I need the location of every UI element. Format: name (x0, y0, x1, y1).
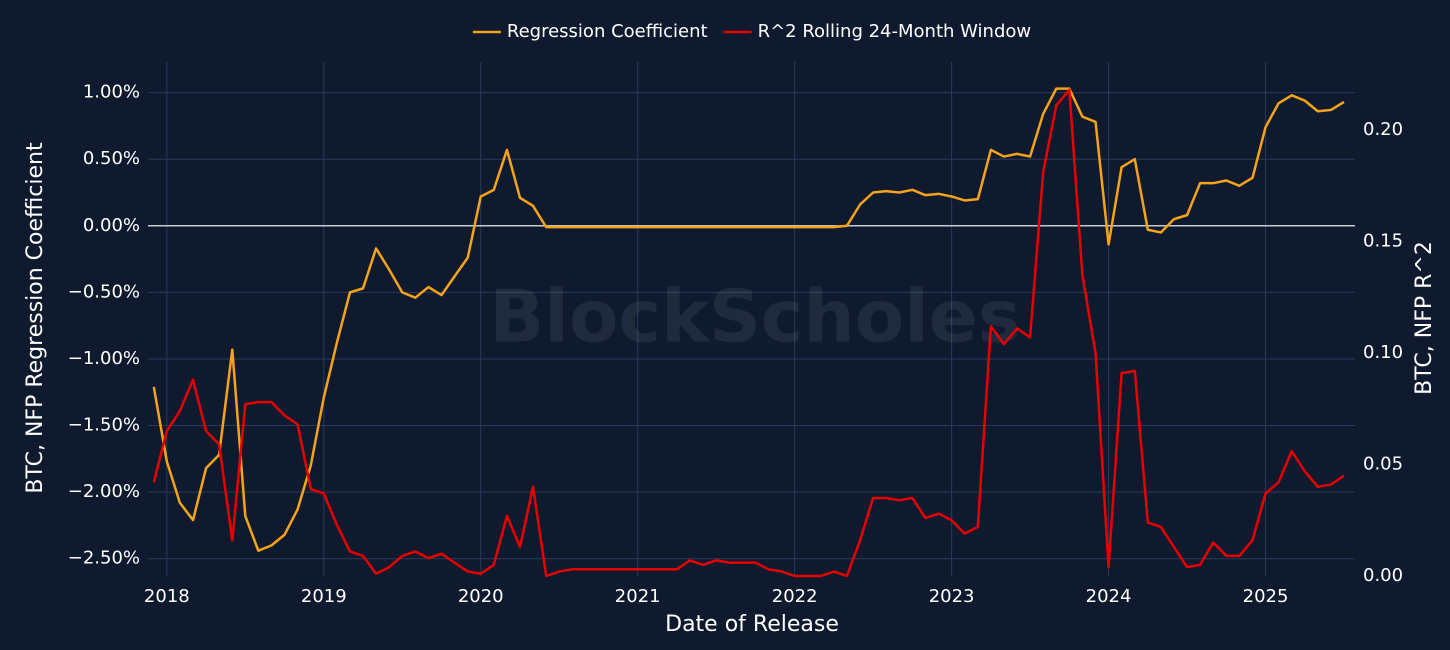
x-axis-title: Date of Release (665, 612, 839, 637)
y2-tick-label: 0.05 (1363, 454, 1403, 475)
legend-label: R^2 Rolling 24-Month Window (758, 21, 1032, 42)
y-tick-label: −2.50% (68, 548, 140, 569)
y-tick-label: −1.00% (68, 348, 140, 369)
y-tick-label: 1.00% (83, 82, 140, 103)
x-tick-label: 2023 (929, 586, 975, 607)
x-tick-label: 2018 (144, 586, 190, 607)
series-line (152, 87, 1345, 552)
y-tick-label: 0.50% (83, 148, 140, 169)
y-tick-label: −2.00% (68, 481, 140, 502)
x-tick-label: 2021 (615, 586, 661, 607)
x-tick-label: 2022 (772, 586, 818, 607)
y2-tick-label: 0.10 (1363, 342, 1403, 363)
legend-label: Regression Coefficient (507, 21, 708, 42)
legend: Regression Coefficient R^2 Rolling 24-Mon… (472, 21, 1032, 42)
y-tick-label: −0.50% (68, 281, 140, 302)
legend-item: Regression Coefficient (472, 21, 708, 42)
y2-tick-label: 0.00 (1363, 565, 1403, 586)
x-tick-label: 2020 (458, 586, 504, 607)
watermark: BlockScholes (489, 275, 1020, 359)
y-tick-label: 0.00% (83, 215, 140, 236)
x-tick-label: 2024 (1086, 586, 1132, 607)
y2-tick-label: 0.15 (1363, 231, 1403, 252)
legend-item: R^2 Rolling 24-Month Window (723, 21, 1032, 42)
y2-axis-title: BTC, NFP R^2 (1412, 241, 1437, 395)
x-tick-label: 2025 (1243, 586, 1289, 607)
y-tick-label: −1.50% (68, 415, 140, 436)
grid-layer: 2018 2019 2020 2021 2022 2023 2024 2025 1.00% 0.5… (68, 62, 1403, 607)
series-line (152, 88, 1345, 578)
y2-tick-label: 0.20 (1363, 119, 1403, 140)
marks-layer (152, 87, 1345, 578)
y-axis-title: BTC, NFP Regression Coefficient (23, 142, 48, 494)
x-tick-label: 2019 (301, 586, 347, 607)
